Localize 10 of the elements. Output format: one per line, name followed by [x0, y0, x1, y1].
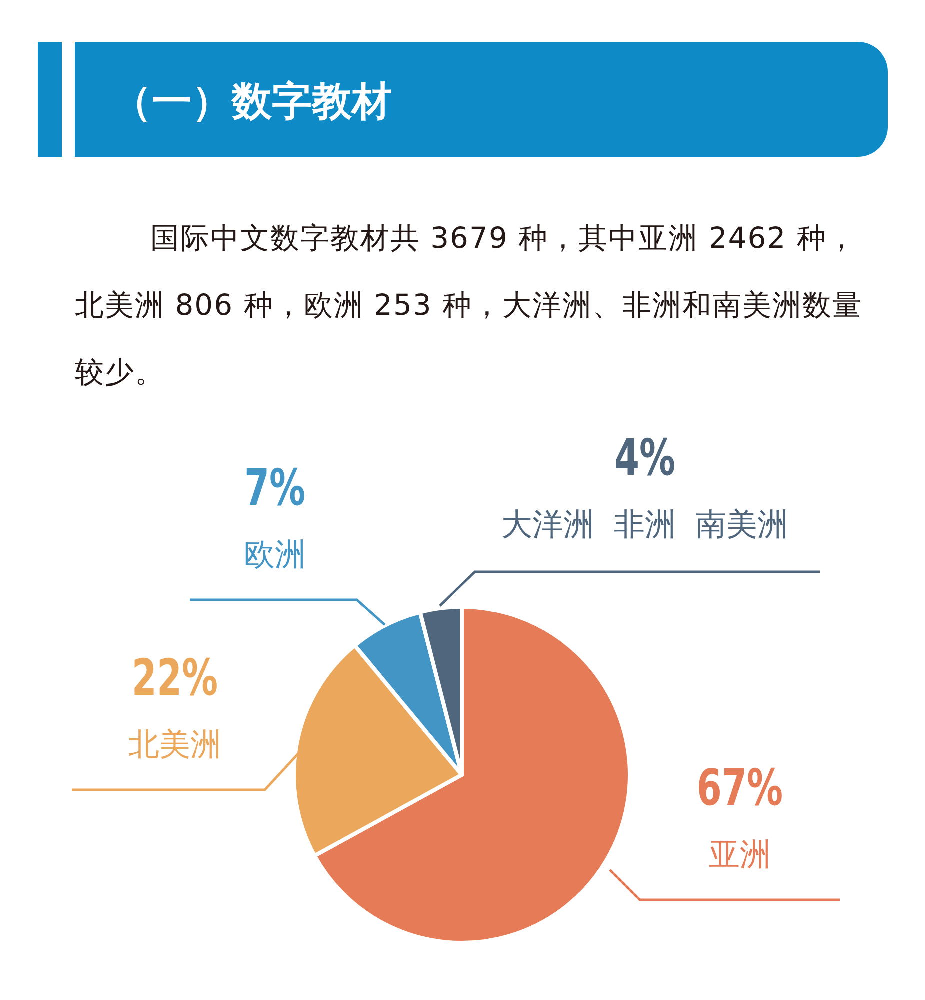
slice-label: 欧洲 [244, 537, 306, 573]
slice-label: 亚洲 [709, 837, 771, 873]
chart-title: （一）数字教材 [112, 79, 392, 125]
data-label: 7% [244, 458, 306, 518]
slice-label: 大洋洲 非洲 南美洲 [501, 507, 789, 543]
chart-subtitle: 国际中文数字教材共 3679 种，其中亚洲 2462 种，北美洲 806 种，欧洲 253 种，大洋洲、非洲和南美洲数量较少。 [75, 220, 864, 391]
data-label: 67% [696, 758, 784, 818]
data-label: 22% [132, 648, 218, 708]
slice-label: 北美洲 [128, 727, 222, 763]
data-label: 4% [614, 428, 676, 488]
